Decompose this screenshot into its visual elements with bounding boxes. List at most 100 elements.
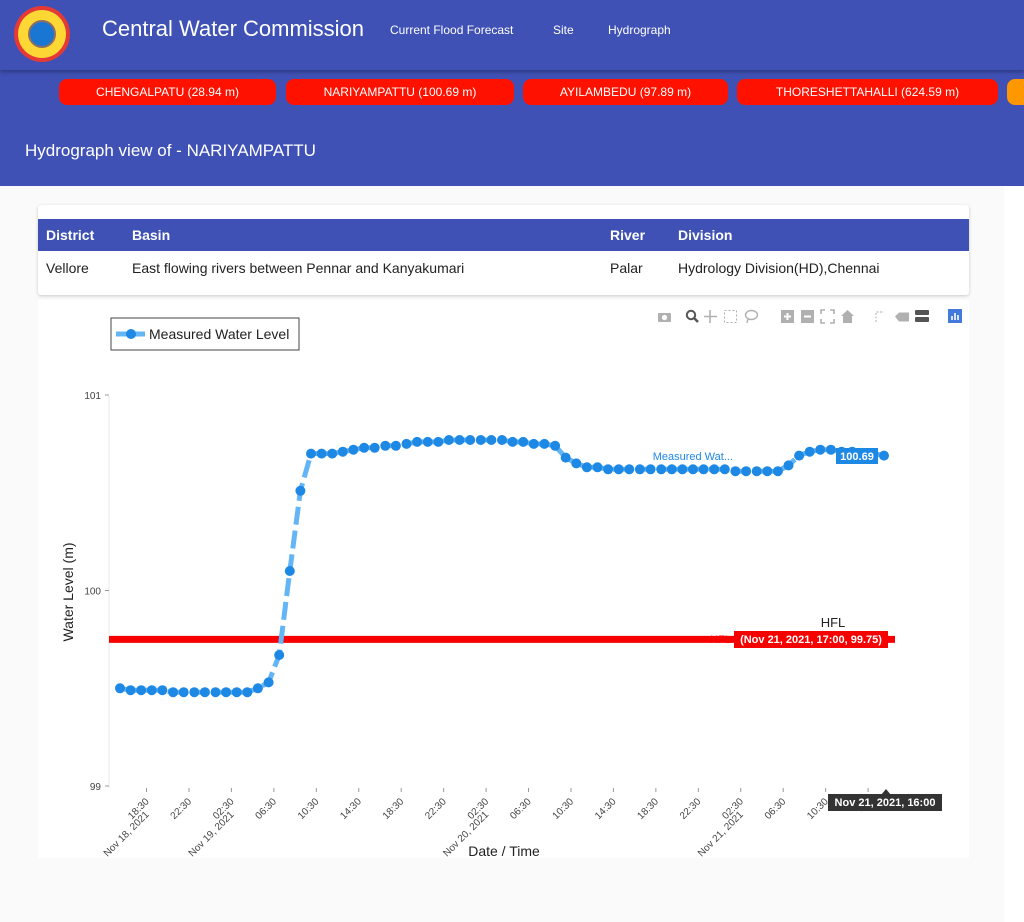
data-point[interactable] <box>486 435 497 445</box>
data-point[interactable] <box>189 687 200 698</box>
data-point[interactable] <box>741 466 752 477</box>
data-point[interactable] <box>518 436 529 447</box>
data-point[interactable] <box>252 683 263 694</box>
data-point[interactable] <box>210 687 221 698</box>
data-point[interactable] <box>306 448 316 459</box>
data-point[interactable] <box>146 685 157 696</box>
data-point[interactable] <box>199 687 210 698</box>
box-select-icon[interactable] <box>724 310 737 323</box>
data-point[interactable] <box>507 436 518 447</box>
data-point[interactable] <box>401 438 412 449</box>
nav-site[interactable]: Site <box>553 23 574 37</box>
data-point[interactable] <box>581 462 592 473</box>
zoom-out-icon[interactable] <box>801 310 814 323</box>
data-point[interactable] <box>284 566 295 576</box>
data-point[interactable] <box>454 435 465 445</box>
data-point[interactable] <box>677 464 688 475</box>
spike-lines-icon[interactable] <box>875 311 884 322</box>
data-point[interactable] <box>242 687 253 698</box>
data-point[interactable] <box>221 687 232 698</box>
data-point[interactable] <box>359 442 370 453</box>
data-point[interactable] <box>592 462 603 473</box>
data-point[interactable] <box>136 685 147 696</box>
legend[interactable]: Measured Water Level <box>110 317 300 351</box>
nav-hydrograph[interactable]: Hydrograph <box>608 23 671 37</box>
data-point[interactable] <box>422 436 433 447</box>
data-point[interactable] <box>168 687 179 698</box>
data-point[interactable] <box>231 687 242 698</box>
data-point[interactable] <box>825 444 836 455</box>
data-point[interactable] <box>730 466 741 477</box>
station-chip-next[interactable] <box>1007 79 1024 105</box>
measured-water-level-line[interactable] <box>119 437 885 695</box>
header-basin: Basin <box>132 227 171 243</box>
camera-icon[interactable] <box>658 313 671 322</box>
station-chip-thoreshettahalli[interactable]: THORESHETTAHALLI (624.59 m) <box>737 79 998 105</box>
y-tick-label: 99 <box>90 782 102 793</box>
data-point[interactable] <box>624 464 635 475</box>
data-point[interactable] <box>879 450 889 461</box>
zoom-icon[interactable] <box>685 309 699 323</box>
data-point[interactable] <box>603 464 614 475</box>
hydrograph-chart[interactable]: Measured Water Level 99 100 101 18:30 Nov 1… <box>38 300 969 859</box>
data-point[interactable] <box>178 687 189 698</box>
data-point[interactable] <box>762 466 773 477</box>
station-chip-nariyampattu[interactable]: NARIYAMPATTU (100.69 m) <box>286 79 514 105</box>
data-point[interactable] <box>698 464 709 475</box>
data-point[interactable] <box>380 440 391 451</box>
pan-icon[interactable] <box>704 310 717 323</box>
data-point[interactable] <box>794 450 805 461</box>
data-point[interactable] <box>327 448 338 459</box>
data-point[interactable] <box>539 438 550 449</box>
data-point[interactable] <box>560 452 571 463</box>
data-point[interactable] <box>656 464 667 475</box>
data-point[interactable] <box>125 685 136 696</box>
data-point[interactable] <box>115 683 125 694</box>
data-point[interactable] <box>815 444 826 455</box>
data-point[interactable] <box>412 436 423 447</box>
data-point[interactable] <box>348 444 359 455</box>
data-point[interactable] <box>443 435 454 445</box>
plotly-logo-icon[interactable] <box>948 309 962 323</box>
hover-compare-icon[interactable] <box>915 310 929 322</box>
data-point[interactable] <box>337 446 348 457</box>
data-point[interactable] <box>274 650 285 660</box>
station-chip-chengalpatu[interactable]: CHENGALPATU (28.94 m) <box>59 79 276 105</box>
data-point[interactable] <box>634 464 645 475</box>
data-point[interactable] <box>550 440 561 451</box>
data-point[interactable] <box>804 446 815 457</box>
data-point[interactable] <box>719 464 730 475</box>
reset-axes-icon[interactable] <box>841 310 854 323</box>
x-hover-value: Nov 21, 2021, 16:00 <box>835 797 936 809</box>
data-point[interactable] <box>783 460 794 471</box>
data-point[interactable] <box>369 442 380 453</box>
data-point[interactable] <box>645 464 656 475</box>
data-point[interactable] <box>316 448 327 459</box>
app-title[interactable]: Central Water Commission <box>102 16 365 41</box>
x-tick-date-label: Nov 21, 2021 <box>696 809 746 858</box>
data-point[interactable] <box>571 458 582 469</box>
station-chip-ayilambedu[interactable]: AYILAMBEDU (97.89 m) <box>523 79 728 105</box>
data-point[interactable] <box>709 464 720 475</box>
data-point[interactable] <box>613 464 624 475</box>
data-point[interactable] <box>688 464 698 475</box>
data-point[interactable] <box>497 435 507 445</box>
zoom-in-icon[interactable] <box>781 310 794 323</box>
autoscale-icon[interactable] <box>820 309 835 324</box>
site-info-header: District Basin River Division <box>38 219 969 251</box>
data-point[interactable] <box>157 685 168 696</box>
data-point[interactable] <box>263 677 274 688</box>
lasso-select-icon[interactable] <box>744 309 759 324</box>
data-point[interactable] <box>465 435 476 445</box>
scrollbar-track[interactable] <box>1004 186 1024 922</box>
data-point[interactable] <box>666 464 677 475</box>
data-point[interactable] <box>528 438 539 449</box>
data-point[interactable] <box>390 440 401 451</box>
hover-closest-icon[interactable] <box>895 312 909 322</box>
data-point[interactable] <box>433 436 444 447</box>
data-point[interactable] <box>772 466 783 477</box>
data-point[interactable] <box>751 466 762 477</box>
data-point[interactable] <box>295 485 306 496</box>
data-point[interactable] <box>475 435 486 445</box>
nav-current-flood-forecast[interactable]: Current Flood Forecast <box>390 23 514 37</box>
